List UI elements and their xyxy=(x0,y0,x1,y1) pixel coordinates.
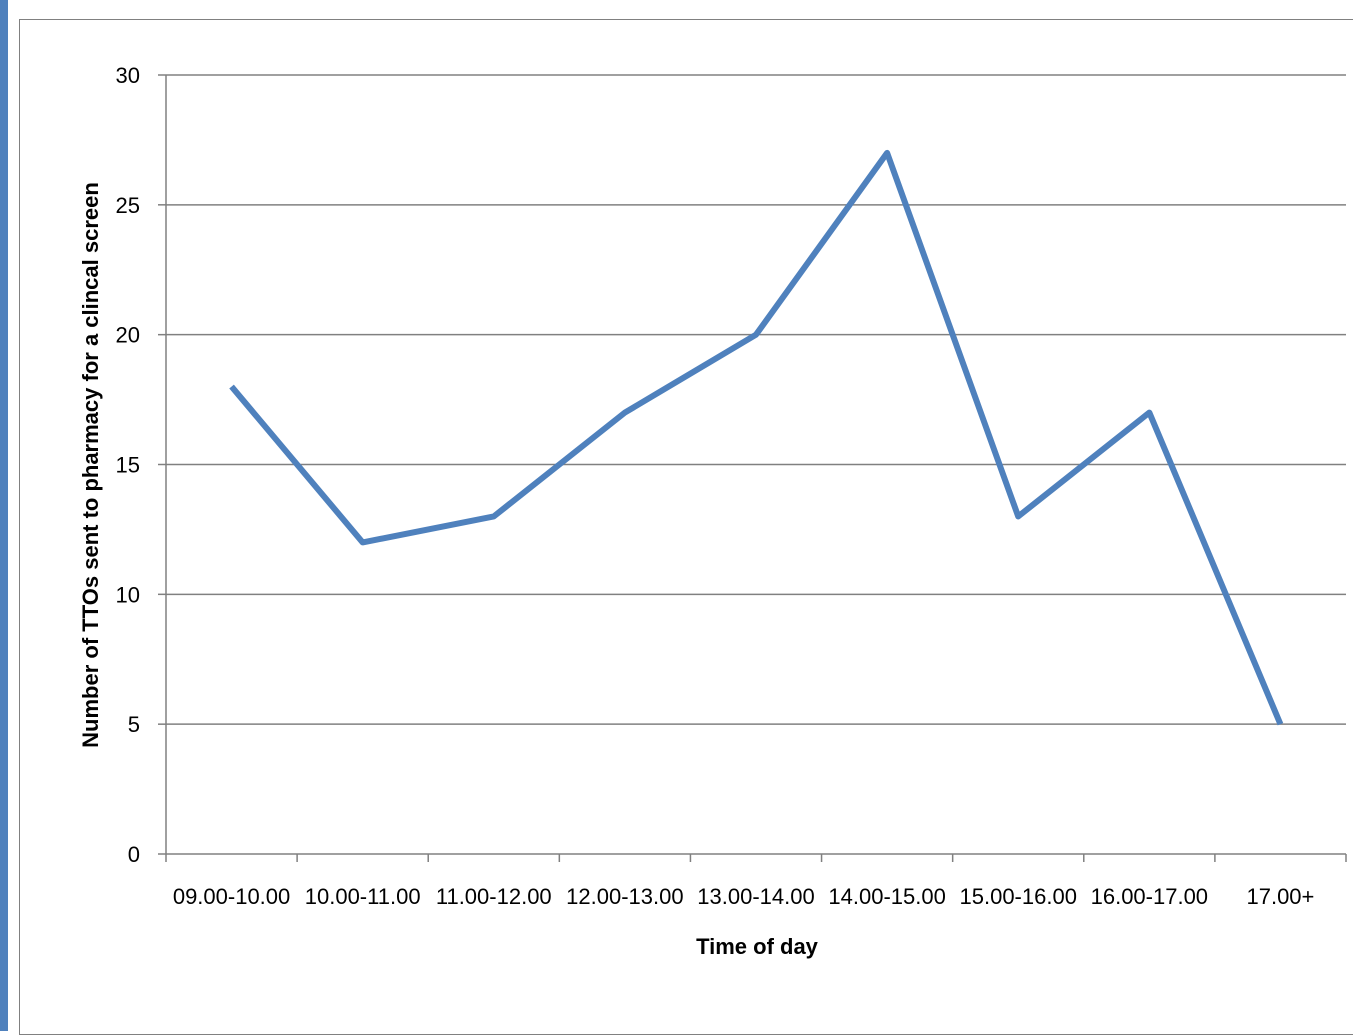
y-tick-label: 25 xyxy=(116,193,140,218)
gridlines xyxy=(166,75,1346,724)
y-tick-label: 20 xyxy=(116,323,140,348)
y-tick-label: 0 xyxy=(128,842,140,867)
x-tick-label: 13.00-14.00 xyxy=(697,884,814,909)
y-tick-labels: 0 5 10 15 20 25 30 xyxy=(116,63,140,867)
x-tick-label: 17.00+ xyxy=(1246,884,1314,909)
x-tick-label: 11.00-12.00 xyxy=(436,884,552,909)
y-axis-title: Number of TTOs sent to pharmacy for a cl… xyxy=(78,182,103,748)
x-tick-labels: 09.00-10.00 10.00-11.00 11.00-12.00 12.00-1… xyxy=(173,884,1315,909)
x-tick-label: 12.00-13.00 xyxy=(566,884,683,909)
x-tick-label: 10.00-11.00 xyxy=(305,884,421,909)
y-tick-label: 30 xyxy=(116,63,140,88)
y-tick-label: 5 xyxy=(128,712,140,737)
x-tick-label: 15.00-16.00 xyxy=(960,884,1077,909)
axes xyxy=(158,75,1346,862)
series-line-0 xyxy=(232,153,1281,724)
y-tick-label: 10 xyxy=(116,582,140,607)
series-layer xyxy=(232,153,1281,724)
x-axis-title: Time of day xyxy=(696,934,819,959)
x-tick-label: 14.00-15.00 xyxy=(828,884,945,909)
x-tick-label: 16.00-17.00 xyxy=(1091,884,1208,909)
x-tick-label: 09.00-10.00 xyxy=(173,884,290,909)
y-tick-label: 15 xyxy=(116,453,140,478)
